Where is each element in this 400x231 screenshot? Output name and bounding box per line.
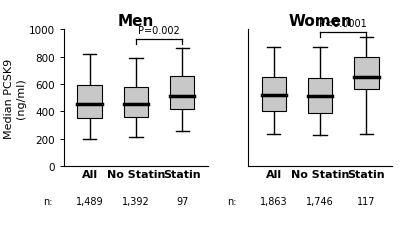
Text: P=0.002: P=0.002: [138, 26, 180, 36]
Text: 1,489: 1,489: [76, 196, 103, 206]
Text: 97: 97: [176, 196, 188, 206]
Bar: [124, 87, 148, 118]
Bar: [170, 77, 194, 109]
Text: n:: n:: [43, 196, 52, 206]
Text: 1,392: 1,392: [122, 196, 150, 206]
Text: P<0.0001: P<0.0001: [319, 19, 367, 29]
Bar: [78, 86, 102, 119]
Bar: [354, 57, 378, 90]
Title: Men: Men: [118, 14, 154, 29]
Text: n:: n:: [227, 196, 237, 206]
Bar: [262, 78, 286, 112]
Text: 1,863: 1,863: [260, 196, 288, 206]
Y-axis label: Median PCSK9
(ng/ml): Median PCSK9 (ng/ml): [4, 58, 26, 138]
Text: 117: 117: [357, 196, 376, 206]
Bar: [308, 78, 332, 114]
Text: 1,746: 1,746: [306, 196, 334, 206]
Title: Women: Women: [288, 14, 352, 29]
